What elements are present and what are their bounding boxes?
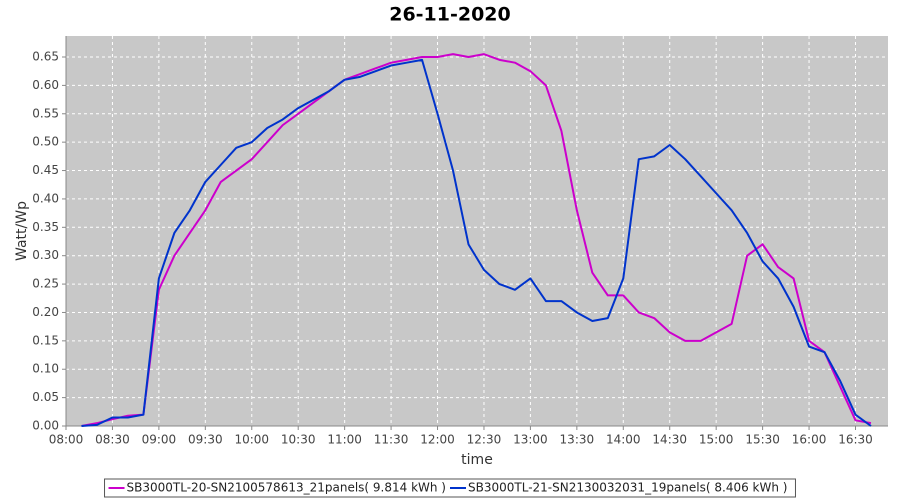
x-tick-label: 09:00 (142, 433, 177, 447)
series-line (81, 53, 872, 427)
x-tick-label: 16:00 (792, 433, 827, 447)
y-tick-label: 0.00 (32, 419, 59, 433)
y-tick-label: 0.35 (32, 220, 59, 234)
y-axis-label: Watt/Wp (14, 201, 30, 261)
legend-label: SB3000TL-20-SN2100578613_21panels( 9.814… (127, 481, 446, 495)
x-tick-label: 12:30 (467, 433, 502, 447)
y-tick-label: 0.25 (32, 277, 59, 291)
x-tick-label: 14:30 (652, 433, 687, 447)
y-tick-label: 0.50 (32, 135, 59, 149)
plot-area (66, 36, 888, 426)
x-tick-label: 10:30 (281, 433, 316, 447)
x-axis-label: time (461, 452, 493, 468)
x-tick-label: 12:00 (420, 433, 455, 447)
y-tick-label: 0.15 (32, 333, 59, 347)
x-tick-label: 15:30 (745, 433, 780, 447)
legend: SB3000TL-20-SN2100578613_21panels( 9.814… (104, 478, 796, 498)
x-tick-label: 11:30 (374, 433, 409, 447)
x-tick-label: 10:00 (234, 433, 269, 447)
legend-label: SB3000TL-21-SN2130032031_19panels( 8.406… (468, 481, 787, 495)
y-tick-label: 0.45 (32, 163, 59, 177)
y-tick-label: 0.05 (32, 390, 59, 404)
x-tick-label: 09:30 (188, 433, 223, 447)
x-tick-label: 15:00 (699, 433, 734, 447)
x-tick-label: 13:00 (513, 433, 548, 447)
x-tick-label: 16:30 (838, 433, 873, 447)
y-tick-label: 0.20 (32, 305, 59, 319)
y-tick-label: 0.10 (32, 362, 59, 376)
x-tick-label: 13:30 (560, 433, 595, 447)
x-tick-label: 14:00 (606, 433, 641, 447)
x-tick-label: 08:00 (49, 433, 84, 447)
series-line (81, 58, 872, 427)
y-tick-label: 0.65 (32, 50, 59, 64)
y-tick-label: 0.55 (32, 106, 59, 120)
y-tick-label: 0.30 (32, 248, 59, 262)
y-tick-label: 0.40 (32, 191, 59, 205)
x-tick-label: 08:30 (95, 433, 130, 447)
x-tick-label: 11:00 (327, 433, 362, 447)
y-tick-label: 0.60 (32, 78, 59, 92)
chart-title: 26-11-2020 (389, 4, 511, 26)
